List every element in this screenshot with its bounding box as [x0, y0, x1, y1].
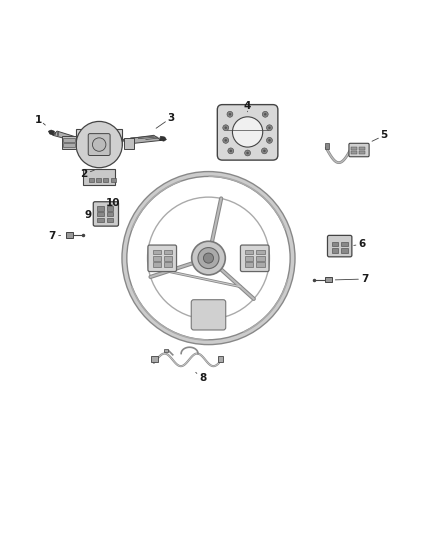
FancyBboxPatch shape — [217, 104, 278, 160]
Bar — [64, 143, 75, 147]
Circle shape — [233, 117, 263, 147]
Text: 1: 1 — [35, 115, 42, 125]
Circle shape — [230, 150, 232, 152]
FancyBboxPatch shape — [328, 236, 352, 257]
Bar — [245, 262, 254, 267]
Bar — [64, 138, 75, 142]
Bar — [83, 168, 115, 184]
Text: 5: 5 — [380, 130, 388, 140]
Bar — [98, 218, 104, 222]
Bar — [164, 256, 172, 261]
Bar — [218, 356, 223, 361]
Bar — [88, 178, 94, 182]
Bar — [107, 218, 113, 222]
Text: 9: 9 — [84, 210, 92, 220]
Polygon shape — [122, 135, 161, 144]
Bar — [256, 249, 265, 254]
Bar — [164, 262, 172, 267]
Text: 3: 3 — [167, 113, 174, 123]
Text: 8: 8 — [199, 373, 207, 383]
Bar — [359, 151, 365, 154]
Bar — [62, 136, 76, 149]
Bar — [96, 178, 101, 182]
Bar — [98, 212, 104, 216]
Bar — [245, 249, 254, 254]
FancyBboxPatch shape — [349, 143, 369, 157]
Bar — [66, 232, 73, 238]
Text: 7: 7 — [362, 274, 369, 284]
Text: 6: 6 — [358, 239, 366, 249]
Circle shape — [224, 126, 227, 129]
Bar — [152, 249, 161, 254]
Circle shape — [261, 148, 267, 154]
Circle shape — [223, 138, 229, 143]
Polygon shape — [53, 131, 76, 141]
Bar — [98, 206, 104, 211]
Circle shape — [246, 152, 249, 154]
Circle shape — [203, 253, 214, 263]
Circle shape — [268, 126, 271, 129]
Bar — [151, 356, 159, 362]
Circle shape — [266, 138, 272, 143]
Circle shape — [198, 247, 219, 269]
Bar — [245, 256, 254, 261]
Circle shape — [262, 111, 268, 117]
Bar — [164, 249, 172, 254]
Text: 2: 2 — [80, 169, 87, 179]
Circle shape — [76, 122, 122, 168]
FancyBboxPatch shape — [191, 300, 226, 330]
FancyArrow shape — [49, 130, 54, 135]
Bar — [341, 248, 348, 253]
FancyBboxPatch shape — [88, 134, 110, 156]
Circle shape — [268, 139, 271, 142]
Bar — [152, 262, 161, 267]
Circle shape — [227, 111, 233, 117]
Bar — [351, 147, 357, 150]
Circle shape — [224, 139, 227, 142]
Bar — [76, 128, 122, 146]
Circle shape — [229, 113, 231, 116]
Bar — [359, 147, 365, 150]
Circle shape — [263, 150, 266, 152]
Bar — [152, 256, 161, 261]
Circle shape — [264, 113, 266, 116]
Bar — [351, 151, 357, 154]
Circle shape — [266, 125, 272, 131]
Bar — [164, 349, 168, 352]
FancyArrow shape — [160, 136, 166, 141]
Circle shape — [245, 150, 251, 156]
FancyBboxPatch shape — [148, 245, 177, 271]
Bar — [256, 262, 265, 267]
Bar — [110, 178, 116, 182]
FancyBboxPatch shape — [240, 245, 269, 271]
Circle shape — [92, 138, 106, 151]
FancyBboxPatch shape — [93, 202, 119, 226]
Text: 10: 10 — [106, 198, 120, 207]
Circle shape — [223, 125, 229, 131]
Bar — [325, 143, 329, 149]
Bar — [256, 256, 265, 261]
Bar — [107, 212, 113, 216]
Text: 7: 7 — [48, 231, 55, 241]
Circle shape — [228, 148, 234, 154]
Bar — [325, 277, 332, 282]
Bar — [332, 248, 339, 253]
Bar — [341, 241, 348, 246]
Text: 4: 4 — [244, 101, 251, 111]
Bar — [103, 178, 109, 182]
Bar — [124, 138, 134, 149]
Bar — [332, 241, 339, 246]
Circle shape — [192, 241, 225, 275]
Bar — [107, 206, 113, 211]
